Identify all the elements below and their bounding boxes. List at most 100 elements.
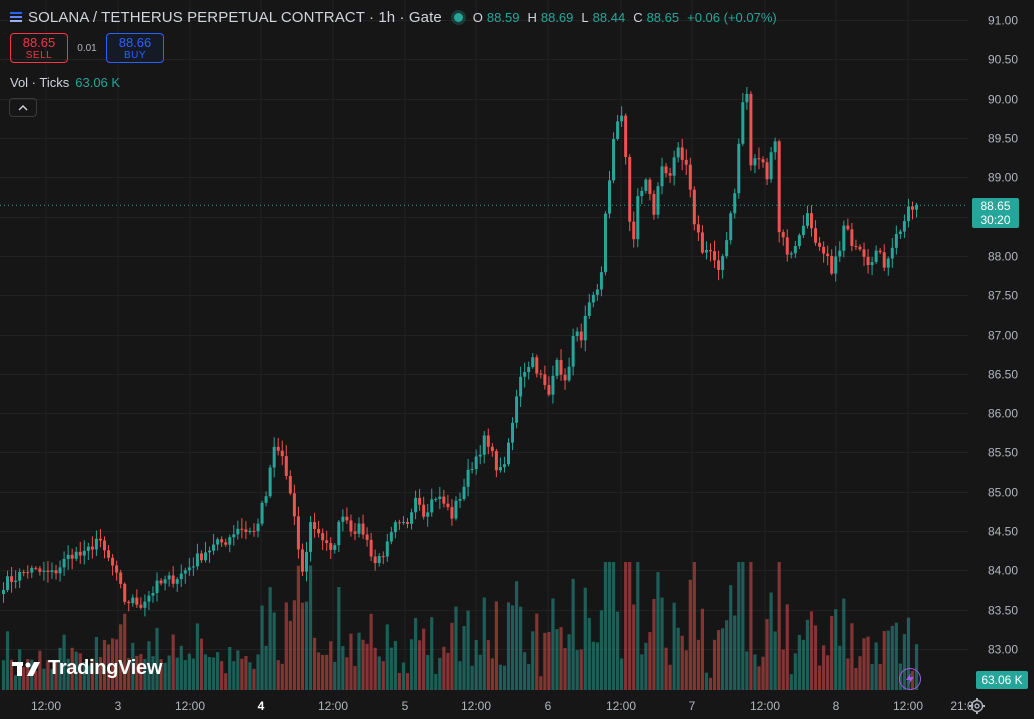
- candle-body: [123, 583, 127, 602]
- candle-body: [818, 242, 822, 247]
- price-axis[interactable]: 91.0090.5090.0089.5089.0088.5088.0087.50…: [988, 14, 1018, 657]
- settings-gear-icon[interactable]: [968, 697, 986, 715]
- candle-body: [822, 246, 826, 254]
- candle-body: [587, 302, 591, 316]
- candle-body: [147, 595, 151, 602]
- chart-legend: SOLANA / TETHERUS PERPETUAL CONTRACT · 1…: [10, 7, 777, 27]
- volume-bar: [648, 632, 652, 690]
- candle-body: [805, 213, 809, 226]
- volume-bar: [615, 611, 620, 690]
- time-axis[interactable]: 12:00 3 12:00 4 12:00 5 12:00 6 12:00 7 12:00 8 12:0…: [31, 699, 974, 713]
- price-tick-label: 89.00: [988, 171, 1018, 185]
- candle-body: [551, 375, 555, 395]
- volume-bar: [127, 658, 131, 690]
- candle-body: [264, 496, 268, 503]
- volume-bar: [745, 651, 749, 690]
- collapse-legend-button[interactable]: [9, 98, 37, 117]
- volume-bar: [644, 642, 648, 690]
- candle-body: [567, 366, 571, 381]
- volume-bar: [446, 652, 450, 690]
- low-value: 88.44: [592, 9, 626, 25]
- time-tick-label: 5: [402, 699, 409, 713]
- volume-bar: [349, 633, 353, 690]
- volume-bar: [777, 562, 781, 690]
- volume-bar: [894, 622, 898, 690]
- volume-bar: [716, 630, 721, 690]
- candle-body: [511, 422, 515, 443]
- candle-body: [353, 531, 357, 534]
- candle-body: [462, 486, 466, 500]
- time-tick-label: 12:00: [31, 699, 61, 713]
- volume-bar: [708, 677, 713, 690]
- time-tick-label: 3: [115, 699, 122, 713]
- volume-bar: [668, 664, 672, 690]
- candle-body: [98, 538, 102, 541]
- candle-body: [248, 530, 252, 532]
- volume-bar: [381, 661, 385, 690]
- volume-bar: [260, 605, 264, 690]
- volume-bar: [854, 667, 858, 690]
- bolt-icon[interactable]: [899, 668, 921, 690]
- volume-bar: [514, 581, 519, 690]
- volume-bar: [498, 664, 503, 690]
- volume-bar: [466, 610, 470, 690]
- volume-bar: [676, 627, 680, 690]
- candle-body: [446, 503, 450, 508]
- candle-body: [62, 558, 66, 568]
- candle-body: [385, 541, 389, 557]
- candle-body: [155, 580, 159, 594]
- price-tick-label: 86.00: [988, 407, 1018, 421]
- symbol-title[interactable]: SOLANA / TETHERUS PERPETUAL CONTRACT · 1…: [28, 8, 442, 26]
- volume-bar: [817, 665, 822, 690]
- candle-body: [834, 256, 838, 274]
- volume-bar: [9, 659, 14, 690]
- candle-body: [42, 570, 46, 572]
- open-value: 88.59: [486, 9, 520, 25]
- symbol-menu-icon[interactable]: [10, 11, 22, 23]
- volume-bar: [632, 604, 636, 690]
- candle-body: [725, 240, 729, 257]
- volume-bar: [115, 639, 119, 690]
- sell-button[interactable]: 88.65 SELL: [10, 33, 68, 63]
- candle-body: [228, 537, 232, 545]
- candle-body: [90, 546, 94, 550]
- candle-body: [846, 225, 850, 230]
- candle-body: [401, 522, 405, 524]
- volume-bar: [842, 598, 846, 690]
- volume-bar: [458, 661, 462, 690]
- candle-body: [858, 246, 862, 250]
- volume-bar: [58, 647, 62, 690]
- candle-body: [78, 551, 82, 556]
- volume-bar: [450, 622, 454, 690]
- candle-body: [179, 573, 183, 580]
- volume-bar: [906, 617, 911, 690]
- price-tick-label: 90.00: [988, 93, 1018, 107]
- candle-body: [22, 571, 26, 573]
- volume-bar: [882, 631, 886, 690]
- ohlc-values: O 88.59 H 88.69 L 88.44 C 88.65 +0.06 (+0.07…: [473, 10, 777, 25]
- buy-button[interactable]: 88.66 BUY: [106, 33, 164, 63]
- volume-bar: [236, 650, 240, 690]
- candle-body: [373, 556, 377, 564]
- volume-bar: [155, 627, 159, 690]
- candle-body: [692, 189, 696, 225]
- candle-body: [82, 550, 86, 556]
- volume-bar: [902, 634, 907, 690]
- volume-bar: [220, 661, 224, 690]
- volume-bar: [422, 628, 426, 690]
- candle-body: [450, 507, 454, 519]
- volume-bar: [284, 602, 288, 690]
- candle-body: [737, 143, 741, 194]
- volume-legend[interactable]: Vol · Ticks 63.06 K: [10, 75, 120, 90]
- candle-body: [313, 522, 317, 530]
- volume-bar: [143, 658, 147, 690]
- tradingview-logo[interactable]: TradingView: [12, 657, 162, 680]
- volume-bar: [870, 663, 874, 690]
- volume-bar: [624, 562, 628, 690]
- volume-bar: [761, 656, 765, 690]
- candle-body: [244, 529, 248, 532]
- price-tick-label: 84.50: [988, 525, 1018, 539]
- price-tick-label: 91.00: [988, 14, 1018, 28]
- candle-body: [498, 467, 502, 471]
